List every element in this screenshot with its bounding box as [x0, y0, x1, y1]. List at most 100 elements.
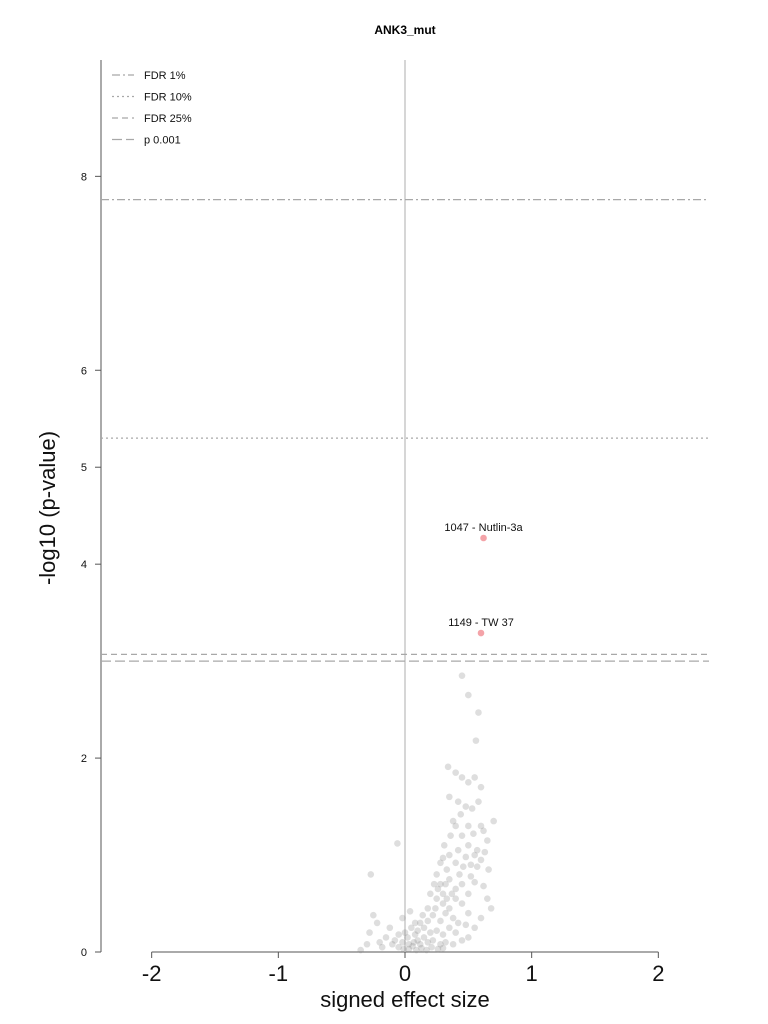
data-point [399, 914, 406, 922]
data-point [443, 895, 451, 902]
data-point [406, 907, 414, 915]
data-point [405, 945, 413, 953]
data-point [399, 939, 406, 946]
data-point [373, 919, 381, 927]
data-point [480, 882, 487, 890]
data-point [411, 919, 419, 927]
data-point [490, 817, 497, 825]
highlighted-points: 1047 - Nutlin-3a 1149 - TW 37 [444, 522, 524, 637]
data-point [454, 798, 462, 806]
y-tick-label: 5 [81, 462, 87, 474]
data-point [429, 937, 437, 944]
data-point [458, 672, 466, 679]
x-tick-label: 2 [652, 961, 664, 986]
data-point [458, 832, 466, 839]
highlighted-point [480, 534, 487, 542]
data-point [389, 940, 396, 948]
data-point [452, 859, 459, 867]
data-point [394, 840, 401, 847]
data-point [367, 871, 375, 878]
data-point [475, 709, 482, 716]
data-point [386, 924, 394, 932]
data-point [434, 945, 442, 953]
data-point [465, 691, 472, 699]
data-point [437, 859, 444, 867]
data-point [432, 905, 439, 912]
data-point [487, 905, 495, 912]
x-tick-label: -1 [269, 961, 289, 986]
data-point [470, 830, 477, 838]
data-point [443, 866, 451, 873]
data-point [465, 890, 472, 898]
data-point [471, 851, 478, 859]
data-point [459, 863, 467, 870]
data-point [424, 905, 432, 912]
data-point [418, 944, 425, 952]
data-point [467, 873, 475, 880]
highlighted-point [477, 629, 485, 637]
data-point [454, 919, 462, 927]
data-point [439, 854, 447, 862]
data-point [437, 917, 444, 925]
data-point [471, 774, 478, 781]
data-point [458, 900, 466, 907]
data-point [446, 793, 453, 801]
data-point [382, 934, 390, 941]
data-point [446, 924, 453, 932]
x-tick-label: 0 [399, 961, 411, 986]
background-points [357, 672, 497, 954]
data-point [473, 863, 481, 870]
data-point [442, 909, 449, 917]
data-point [449, 817, 457, 825]
data-point [456, 871, 463, 878]
data-point [419, 911, 427, 919]
data-point [429, 911, 437, 919]
data-point [366, 929, 373, 936]
y-tick-label: 2 [81, 753, 87, 765]
data-point [357, 946, 364, 954]
data-point [452, 822, 459, 830]
data-point [481, 848, 489, 856]
data-point [408, 924, 415, 932]
legend: FDR 1% FDR 10% FDR 25% p 0.001 [112, 70, 192, 147]
y-tick-label: 6 [81, 365, 87, 377]
data-point [437, 940, 444, 948]
data-point [471, 924, 478, 932]
data-point [400, 945, 408, 953]
data-point [376, 939, 383, 946]
data-point [465, 842, 472, 849]
data-point [424, 917, 432, 925]
data-point [433, 927, 440, 934]
y-axis-title: -log10 (p-value) [35, 431, 60, 585]
axes: 0 2 4 5 6 8 -2 -1 0 1 2 [81, 60, 664, 986]
data-point [439, 944, 447, 952]
legend-label: FDR 25% [144, 113, 192, 125]
data-point [452, 885, 459, 893]
data-point [477, 783, 485, 791]
data-point [391, 937, 399, 944]
data-point [434, 885, 442, 893]
chart-title: ANK3_mut [374, 23, 435, 37]
data-point [420, 924, 428, 932]
data-point [484, 837, 491, 844]
data-point [416, 940, 424, 948]
data-point [452, 769, 459, 776]
data-point [405, 940, 413, 948]
legend-label: FDR 1% [144, 70, 186, 82]
legend-label: FDR 10% [144, 92, 192, 104]
data-point [467, 861, 475, 869]
data-point [477, 914, 485, 922]
data-point [401, 929, 409, 936]
data-point [409, 942, 416, 950]
data-point [462, 853, 470, 861]
data-point [410, 939, 418, 946]
data-point [471, 878, 478, 886]
data-point [440, 842, 448, 849]
data-point [430, 880, 438, 888]
data-point [427, 929, 434, 936]
x-tick-label: -2 [142, 961, 162, 986]
data-point [442, 880, 449, 888]
data-point [447, 832, 454, 839]
data-point [472, 737, 480, 744]
data-point [437, 880, 444, 888]
